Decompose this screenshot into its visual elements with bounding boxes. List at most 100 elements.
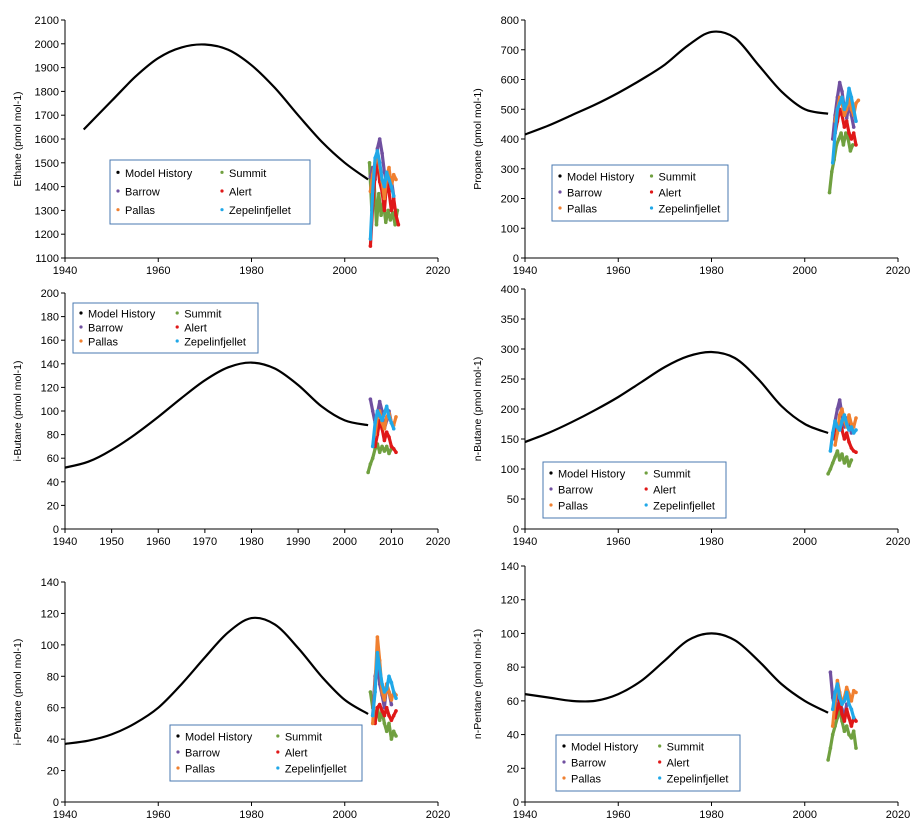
npentane-legend-marker [658, 744, 662, 748]
nbutane-point-zepelinfjellet [837, 428, 842, 432]
npentane-chart: 0 20 40 60 80 100 120 140 1940 1960 1980 2000 2020 n-… [472, 561, 910, 821]
nbutane-point-alert [847, 440, 851, 444]
ethane-x-tick-label: 2020 [426, 265, 450, 277]
ethane-legend-marker [116, 189, 120, 193]
npentane-point-zepelinfjellet [833, 690, 837, 695]
propane-model-history-line [524, 30, 829, 136]
ibutane-legend-marker [79, 325, 83, 329]
nbutane-point-zepelinfjellet [847, 428, 851, 432]
ethane-point-pallas [382, 196, 387, 201]
ethane-point-zepelinfjellet [389, 184, 394, 189]
nbutane-legend-marker [549, 503, 553, 507]
ipentane-point-pallas [387, 690, 391, 694]
ethane-point-pallas [387, 165, 391, 170]
propane-point-summit [844, 131, 848, 135]
ibutane-y-tick-label: 160 [41, 335, 59, 347]
nbutane-point-barrow [835, 407, 840, 411]
ipentane-point-alert [380, 709, 384, 713]
ipentane-x-tick-label: 1960 [146, 809, 170, 821]
ethane-legend-label: Pallas [125, 205, 155, 217]
nbutane-legend-marker [549, 487, 553, 491]
nbutane-y-axis-label: n-Butane (pmol mol-1) [472, 357, 484, 461]
ipentane-point-zepelinfjellet [375, 650, 380, 655]
nbutane-point-alert [854, 450, 858, 455]
ipentane-legend-marker [176, 750, 180, 754]
ibutane-point-summit [377, 450, 382, 455]
propane-point-pallas [856, 98, 861, 103]
propane-y-tick-label: 400 [501, 134, 519, 146]
ibutane-y-tick-label: 140 [41, 359, 59, 371]
ethane-y-tick-label: 2100 [35, 15, 59, 27]
npentane-x-tick-label: 1980 [699, 809, 723, 821]
npentane-point-zepelinfjellet [849, 707, 854, 712]
ethane-point-summit [386, 208, 390, 213]
ibutane-point-summit [380, 444, 384, 449]
ipentane-point-alert [375, 705, 380, 710]
ethane-legend-label: Model History [125, 168, 193, 180]
npentane-point-alert [840, 712, 844, 717]
ipentane-series-alert [373, 702, 398, 726]
ipentane-point-summit [382, 721, 387, 726]
propane-point-zepelinfjellet [835, 107, 840, 112]
nbutane-point-alert [844, 431, 849, 435]
npentane-point-summit [849, 736, 854, 740]
npentane-point-alert [854, 719, 858, 723]
ethane-y-tick-label: 1500 [35, 158, 59, 170]
propane-x-tick-label: 1980 [699, 265, 723, 277]
ibutane-point-alert [389, 444, 394, 449]
ibutane-legend-label: Summit [184, 309, 221, 321]
nbutane-legend-label: Model History [558, 469, 626, 481]
ipentane-chart: 0 20 40 60 80 100 120 140 1940 1960 1980 2000 2020 i-… [12, 577, 450, 821]
ibutane-point-zepelinfjellet [377, 413, 382, 418]
ethane-y-tick-label: 1300 [35, 205, 59, 217]
propane-point-barrow [851, 125, 856, 129]
ipentane-point-zepelinfjellet [394, 696, 398, 701]
ibutane-y-tick-label: 0 [53, 524, 59, 536]
ibutane-point-summit [382, 449, 387, 453]
ibutane-legend-label: Barrow [88, 323, 123, 335]
ipentane-legend-label: Barrow [185, 748, 220, 760]
nbutane-y-tick-label: 250 [501, 374, 519, 386]
ibutane-point-zepelinfjellet [375, 409, 380, 413]
ipentane-legend-marker [276, 766, 280, 770]
ethane-x-tick-label: 1960 [146, 265, 170, 277]
ibutane-series-zepelinfjellet [371, 404, 396, 448]
nbutane-y-tick-label: 50 [507, 494, 519, 506]
ipentane-x-tick-label: 1980 [239, 809, 263, 821]
nbutane-legend-label: Alert [653, 485, 676, 497]
npentane-legend-marker [562, 760, 566, 764]
ibutane-x-tick-label: 1970 [193, 536, 217, 548]
ipentane-point-zepelinfjellet [373, 690, 377, 694]
npentane-point-zepelinfjellet [840, 702, 844, 706]
ethane-y-axis-label: Ethane (pmol mol-1) [12, 91, 24, 186]
propane-point-barrow [840, 89, 844, 94]
npentane-legend-box [555, 734, 741, 792]
npentane-y-tick-label: 20 [507, 763, 519, 775]
ethane-point-zepelinfjellet [370, 189, 375, 194]
nbutane-point-zepelinfjellet [842, 413, 847, 417]
ibutane-x-tick-label: 1980 [239, 536, 263, 548]
propane-legend-label: Model History [567, 172, 635, 184]
ibutane-legend-label: Model History [88, 309, 156, 321]
nbutane-point-zepelinfjellet [830, 431, 835, 435]
ipentane-legend: Model History Summit Barrow Alert Pallas Zepe… [169, 724, 363, 782]
propane-point-summit [830, 169, 834, 174]
ethane-legend-marker [220, 170, 224, 174]
propane-x-tick-label: 2000 [793, 265, 817, 277]
npentane-point-summit [847, 732, 851, 737]
nbutane-point-pallas [833, 443, 837, 447]
propane-y-tick-label: 800 [501, 15, 519, 27]
propane-series-alert [833, 107, 858, 147]
ibutane-point-alert [384, 430, 389, 435]
npentane-legend-label: Zepelinfjellet [667, 774, 729, 786]
propane-legend-label: Alert [659, 188, 682, 200]
ibutane-point-summit [370, 456, 375, 461]
propane-point-zepelinfjellet [842, 107, 847, 112]
ethane-point-barrow [380, 151, 384, 156]
ethane-legend-label: Alert [229, 187, 252, 199]
propane-y-tick-label: 100 [501, 223, 519, 235]
ibutane-point-barrow [377, 399, 382, 404]
ibutane-point-summit [368, 462, 373, 466]
ethane-x-tick-label: 1980 [239, 265, 263, 277]
ipentane-y-tick-label: 80 [47, 671, 59, 683]
